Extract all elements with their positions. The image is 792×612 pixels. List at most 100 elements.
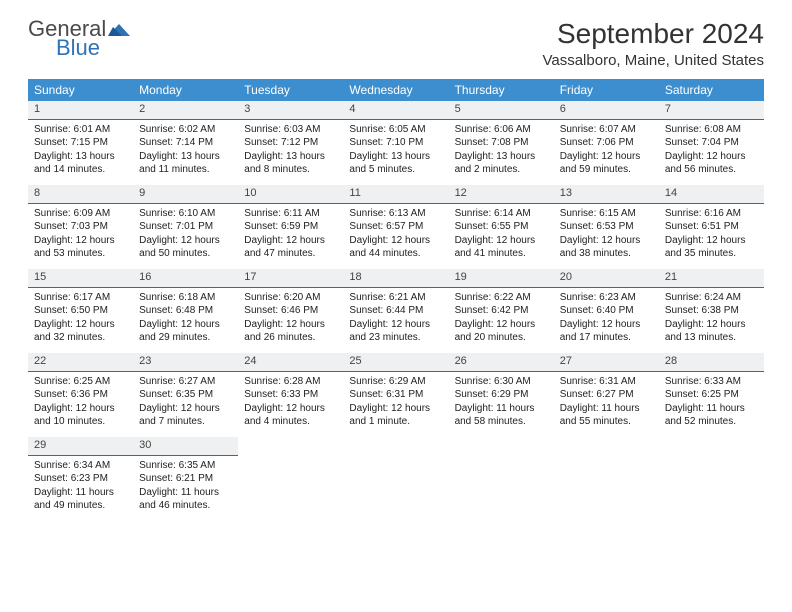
day-content-cell: Sunrise: 6:33 AMSunset: 6:25 PMDaylight:…: [659, 371, 764, 437]
sunrise-text: Sunrise: 6:10 AM: [139, 207, 232, 221]
day-number-cell: 15: [28, 269, 133, 287]
day-content-cell: Sunrise: 6:17 AMSunset: 6:50 PMDaylight:…: [28, 287, 133, 353]
daylight-text: Daylight: 12 hours and 32 minutes.: [34, 318, 127, 345]
day-number-cell: 11: [343, 185, 448, 203]
day-number-cell: 24: [238, 353, 343, 371]
day-number-cell: 13: [554, 185, 659, 203]
sunset-text: Sunset: 6:44 PM: [349, 304, 442, 318]
day-content-cell: [238, 455, 343, 521]
day-number-cell: 9: [133, 185, 238, 203]
day-content-cell: Sunrise: 6:10 AMSunset: 7:01 PMDaylight:…: [133, 203, 238, 269]
sunrise-text: Sunrise: 6:27 AM: [139, 375, 232, 389]
day-number-cell: 14: [659, 185, 764, 203]
day-content-cell: [343, 455, 448, 521]
daylight-text: Daylight: 12 hours and 4 minutes.: [244, 402, 337, 429]
weekday-header: Saturday: [659, 79, 764, 101]
day-content-cell: Sunrise: 6:28 AMSunset: 6:33 PMDaylight:…: [238, 371, 343, 437]
sunset-text: Sunset: 6:27 PM: [560, 388, 653, 402]
day-number-cell: 21: [659, 269, 764, 287]
day-content-cell: Sunrise: 6:20 AMSunset: 6:46 PMDaylight:…: [238, 287, 343, 353]
sunset-text: Sunset: 6:40 PM: [560, 304, 653, 318]
day-content-cell: Sunrise: 6:27 AMSunset: 6:35 PMDaylight:…: [133, 371, 238, 437]
sunset-text: Sunset: 6:53 PM: [560, 220, 653, 234]
sunset-text: Sunset: 6:42 PM: [455, 304, 548, 318]
brand-logo: General Blue: [28, 18, 130, 64]
sunset-text: Sunset: 6:48 PM: [139, 304, 232, 318]
day-content-cell: Sunrise: 6:05 AMSunset: 7:10 PMDaylight:…: [343, 119, 448, 185]
sunset-text: Sunset: 7:14 PM: [139, 136, 232, 150]
day-number-cell: 10: [238, 185, 343, 203]
sunset-text: Sunset: 7:08 PM: [455, 136, 548, 150]
sunset-text: Sunset: 6:35 PM: [139, 388, 232, 402]
sunrise-text: Sunrise: 6:24 AM: [665, 291, 758, 305]
day-number-cell: 12: [449, 185, 554, 203]
sunrise-text: Sunrise: 6:17 AM: [34, 291, 127, 305]
daylight-text: Daylight: 13 hours and 14 minutes.: [34, 150, 127, 177]
month-title: September 2024: [542, 18, 764, 50]
sunset-text: Sunset: 7:15 PM: [34, 136, 127, 150]
day-content-cell: Sunrise: 6:22 AMSunset: 6:42 PMDaylight:…: [449, 287, 554, 353]
day-number-cell: 16: [133, 269, 238, 287]
day-number-cell: 18: [343, 269, 448, 287]
daylight-text: Daylight: 11 hours and 58 minutes.: [455, 402, 548, 429]
daylight-text: Daylight: 11 hours and 46 minutes.: [139, 486, 232, 513]
day-content-cell: Sunrise: 6:11 AMSunset: 6:59 PMDaylight:…: [238, 203, 343, 269]
day-content-cell: Sunrise: 6:01 AMSunset: 7:15 PMDaylight:…: [28, 119, 133, 185]
sunset-text: Sunset: 6:25 PM: [665, 388, 758, 402]
daylight-text: Daylight: 12 hours and 20 minutes.: [455, 318, 548, 345]
day-content-cell: Sunrise: 6:03 AMSunset: 7:12 PMDaylight:…: [238, 119, 343, 185]
sunset-text: Sunset: 7:01 PM: [139, 220, 232, 234]
day-content-cell: Sunrise: 6:35 AMSunset: 6:21 PMDaylight:…: [133, 455, 238, 521]
title-block: September 2024 Vassalboro, Maine, United…: [542, 18, 764, 69]
day-number-cell: 1: [28, 101, 133, 119]
day-number-cell: [659, 437, 764, 455]
sunrise-text: Sunrise: 6:07 AM: [560, 123, 653, 137]
sunrise-text: Sunrise: 6:25 AM: [34, 375, 127, 389]
daylight-text: Daylight: 12 hours and 1 minute.: [349, 402, 442, 429]
daylight-text: Daylight: 11 hours and 49 minutes.: [34, 486, 127, 513]
sunset-text: Sunset: 7:12 PM: [244, 136, 337, 150]
day-number-cell: 8: [28, 185, 133, 203]
sunset-text: Sunset: 7:06 PM: [560, 136, 653, 150]
weekday-header: Thursday: [449, 79, 554, 101]
day-number-row: 15161718192021: [28, 269, 764, 287]
sunrise-text: Sunrise: 6:35 AM: [139, 459, 232, 473]
day-content-cell: Sunrise: 6:14 AMSunset: 6:55 PMDaylight:…: [449, 203, 554, 269]
sunset-text: Sunset: 6:33 PM: [244, 388, 337, 402]
daylight-text: Daylight: 12 hours and 50 minutes.: [139, 234, 232, 261]
day-content-cell: Sunrise: 6:08 AMSunset: 7:04 PMDaylight:…: [659, 119, 764, 185]
day-content-cell: Sunrise: 6:07 AMSunset: 7:06 PMDaylight:…: [554, 119, 659, 185]
sunrise-text: Sunrise: 6:01 AM: [34, 123, 127, 137]
sunrise-text: Sunrise: 6:09 AM: [34, 207, 127, 221]
daylight-text: Daylight: 12 hours and 47 minutes.: [244, 234, 337, 261]
day-content-cell: Sunrise: 6:09 AMSunset: 7:03 PMDaylight:…: [28, 203, 133, 269]
daylight-text: Daylight: 13 hours and 11 minutes.: [139, 150, 232, 177]
day-number-cell: 22: [28, 353, 133, 371]
day-content-row: Sunrise: 6:09 AMSunset: 7:03 PMDaylight:…: [28, 203, 764, 269]
sunrise-text: Sunrise: 6:05 AM: [349, 123, 442, 137]
day-content-cell: Sunrise: 6:06 AMSunset: 7:08 PMDaylight:…: [449, 119, 554, 185]
sunrise-text: Sunrise: 6:06 AM: [455, 123, 548, 137]
day-content-row: Sunrise: 6:25 AMSunset: 6:36 PM Daylight:…: [28, 371, 764, 437]
daylight-text: Daylight: 11 hours and 52 minutes.: [665, 402, 758, 429]
day-number-cell: 28: [659, 353, 764, 371]
sunset-text: Sunset: 6:29 PM: [455, 388, 548, 402]
sunrise-text: Sunrise: 6:23 AM: [560, 291, 653, 305]
day-number-cell: [238, 437, 343, 455]
day-content-cell: Sunrise: 6:34 AMSunset: 6:23 PMDaylight:…: [28, 455, 133, 521]
day-content-cell: Sunrise: 6:23 AMSunset: 6:40 PMDaylight:…: [554, 287, 659, 353]
sunset-text: Sunset: 6:51 PM: [665, 220, 758, 234]
daylight-text: Daylight: 12 hours and 26 minutes.: [244, 318, 337, 345]
day-number-cell: 6: [554, 101, 659, 119]
sunset-text: Sunset: 6:57 PM: [349, 220, 442, 234]
daylight-text: Daylight: 12 hours and 13 minutes.: [665, 318, 758, 345]
day-number-cell: [449, 437, 554, 455]
day-content-cell: Sunrise: 6:18 AMSunset: 6:48 PMDaylight:…: [133, 287, 238, 353]
weekday-header: Wednesday: [343, 79, 448, 101]
day-content-cell: Sunrise: 6:16 AMSunset: 6:51 PMDaylight:…: [659, 203, 764, 269]
daylight-text: Daylight: 12 hours and 41 minutes.: [455, 234, 548, 261]
day-number-cell: 29: [28, 437, 133, 455]
sunset-text: Sunset: 6:46 PM: [244, 304, 337, 318]
sunrise-text: Sunrise: 6:18 AM: [139, 291, 232, 305]
sunset-text: Sunset: 6:36 PM: [34, 388, 127, 402]
